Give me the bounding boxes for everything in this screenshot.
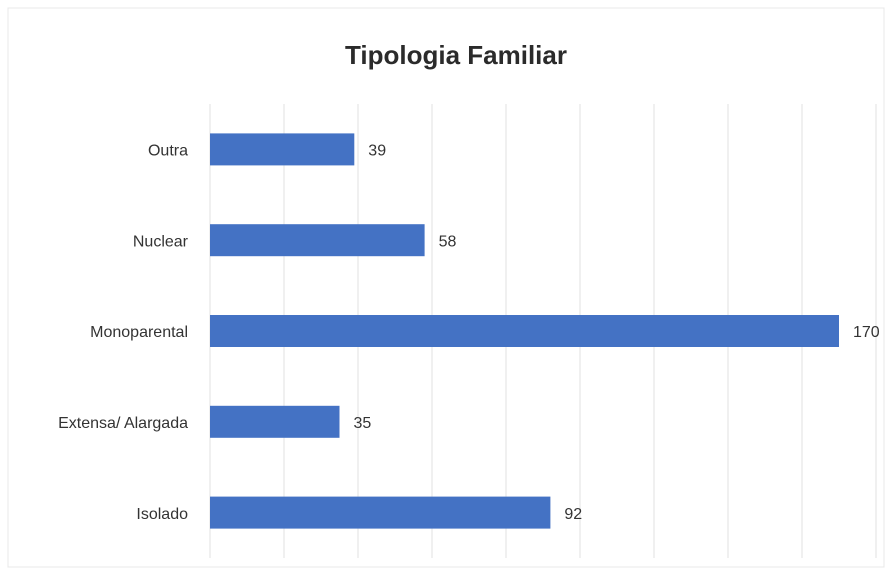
bar: [210, 224, 425, 257]
y-tick-label: Isolado: [136, 506, 188, 523]
y-tick-label: Monoparental: [90, 324, 188, 341]
value-label: 58: [439, 233, 457, 250]
value-label: 35: [354, 415, 372, 432]
value-label: 170: [853, 324, 880, 341]
bar: [210, 315, 839, 347]
bar: [210, 496, 551, 529]
chart-title: Tipologia Familiar: [345, 40, 567, 70]
bar: [210, 133, 355, 166]
y-tick-label: Outra: [148, 143, 188, 160]
bar: [210, 405, 340, 438]
y-tick-label: Extensa/ Alargada: [58, 415, 188, 432]
value-label: 39: [368, 143, 386, 160]
value-label: 92: [564, 506, 582, 523]
y-tick-label: Nuclear: [133, 233, 189, 250]
chart-frame: [7, 7, 885, 568]
